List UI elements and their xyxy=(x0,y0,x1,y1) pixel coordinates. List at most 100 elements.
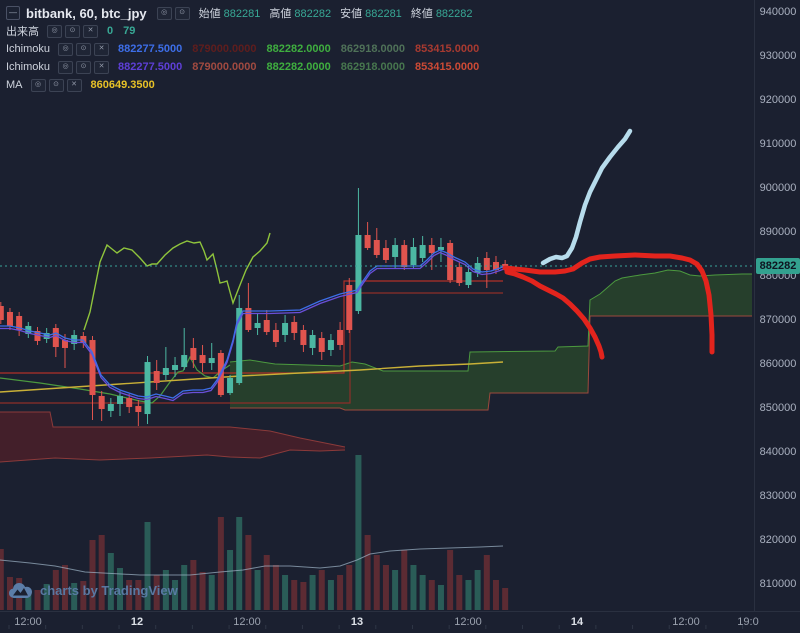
candle-body xyxy=(465,271,472,286)
time-axis[interactable]: 12:00 12 12:00 13 12:00 14 12:00 19:0 xyxy=(0,611,800,633)
indicator-name[interactable]: MA xyxy=(6,79,23,91)
candle-body xyxy=(144,362,151,415)
volume-bar xyxy=(410,565,417,610)
candle-body xyxy=(0,306,4,320)
price-tick-label: 830000 xyxy=(759,490,797,503)
indicator-value: 853415.0000 xyxy=(414,43,480,55)
volume-bar xyxy=(346,565,353,610)
volume-bar xyxy=(25,593,32,610)
volume-bar xyxy=(34,590,41,610)
candle-body xyxy=(392,245,399,257)
ichimoku-kijun-line xyxy=(0,280,503,374)
volume-bar xyxy=(172,580,179,610)
volume-bar xyxy=(43,584,50,610)
settings-icon[interactable]: ⊙ xyxy=(76,60,92,74)
legend-symbol-row: — bitbank, 60, btc_jpy ◎ ⊙ 始値 882281 高値 8822… xyxy=(6,4,489,22)
time-tick-label: 12:00 xyxy=(233,616,261,628)
volume-bar xyxy=(227,550,234,610)
candle-body xyxy=(52,328,59,348)
time-tick-label: 12 xyxy=(130,616,144,628)
volume-bar xyxy=(392,570,399,610)
candle-body xyxy=(162,368,169,375)
volume-bar xyxy=(291,580,298,610)
indicator-row-MA: MA ◎ ⊙ ✕ 860649.3500 xyxy=(6,76,489,94)
settings-icon[interactable]: ⊙ xyxy=(48,78,64,92)
volume-bar xyxy=(208,575,215,610)
candle-body xyxy=(236,307,243,384)
price-axis[interactable]: 940000 930000 920000 910000 900000 890000 8800… xyxy=(754,0,800,611)
close-icon[interactable]: ✕ xyxy=(94,60,110,74)
volume-bar xyxy=(465,580,472,610)
candle-body xyxy=(208,358,215,364)
volume-bar xyxy=(181,565,188,610)
close-icon[interactable]: ✕ xyxy=(94,42,110,56)
legend-collapse-icon[interactable]: — xyxy=(6,6,20,20)
price-tick-label: 940000 xyxy=(759,6,797,19)
close-icon[interactable]: ✕ xyxy=(66,78,82,92)
indicator-value: 853415.0000 xyxy=(414,61,480,73)
volume-bar xyxy=(300,582,307,610)
candle-body xyxy=(364,234,371,249)
volume-bar xyxy=(437,585,444,610)
candle-body xyxy=(227,377,234,394)
current-price-label: 882282 xyxy=(756,258,800,274)
candle-body xyxy=(410,247,417,265)
watermark-text: charts by TradingView xyxy=(40,583,178,598)
settings-icon[interactable]: ⊙ xyxy=(76,42,92,56)
price-tick-label: 810000 xyxy=(759,578,797,591)
price-tick-label: 840000 xyxy=(759,446,797,459)
volume-bar xyxy=(428,580,435,610)
indicator-name[interactable]: Ichimoku xyxy=(6,61,51,73)
drawing-red-flat-drop xyxy=(502,252,715,355)
eye-icon[interactable]: ◎ xyxy=(47,24,62,38)
candle-body xyxy=(107,403,114,411)
volume-bar xyxy=(419,575,426,610)
settings-icon[interactable]: ⊙ xyxy=(174,6,190,20)
price-tick-label: 900000 xyxy=(759,182,797,195)
eye-icon[interactable]: ◎ xyxy=(58,60,74,74)
volume-bar xyxy=(117,568,124,610)
indicator-row-Ichimoku: Ichimoku ◎ ⊙ ✕ 882277.5000 879000.0000 882282.… xyxy=(6,58,489,76)
candle-body xyxy=(309,335,316,348)
settings-icon[interactable]: ⊙ xyxy=(65,24,80,38)
volume-bar xyxy=(217,517,224,610)
indicator-name[interactable]: 出来高 xyxy=(6,26,39,38)
eye-icon[interactable]: ◎ xyxy=(58,42,74,56)
indicator-actions: ◎ ⊙ ✕ xyxy=(30,78,85,92)
ichimoku-cloud-bearish-top-edge xyxy=(0,411,346,448)
candle-body xyxy=(474,263,481,274)
indicator-value: 862918.0000 xyxy=(340,43,405,55)
volume-bar xyxy=(61,565,68,610)
time-tick-label: 12:00 xyxy=(672,616,700,628)
volume-bar xyxy=(447,550,454,610)
ohlc-安値: 安値 882281 xyxy=(340,8,402,20)
indicator-row-Ichimoku: Ichimoku ◎ ⊙ ✕ 882277.5000 879000.0000 882282.… xyxy=(6,40,489,58)
eye-icon[interactable]: ◎ xyxy=(156,6,172,20)
price-tick-label: 930000 xyxy=(759,50,797,63)
tradingview-watermark[interactable]: charts by TradingView xyxy=(8,582,178,599)
candle-body xyxy=(263,319,270,333)
volume-bar xyxy=(382,565,389,610)
indicator-actions: ◎ ⊙ ✕ xyxy=(58,60,112,74)
volume-bar xyxy=(401,550,408,610)
candle-body xyxy=(89,340,96,396)
close-icon[interactable]: ✕ xyxy=(83,24,98,38)
eye-icon[interactable]: ◎ xyxy=(30,78,46,92)
volume-bar xyxy=(492,580,499,610)
indicator-name[interactable]: Ichimoku xyxy=(6,43,51,55)
symbol-title[interactable]: bitbank, 60, btc_jpy xyxy=(26,5,147,21)
ichimoku-tenkan-line xyxy=(0,249,506,399)
candle-body xyxy=(153,370,160,384)
price-tick-label: 920000 xyxy=(759,94,797,107)
candle-body xyxy=(6,311,13,326)
indicator-value: 879000.0000 xyxy=(192,43,257,55)
volume-bar xyxy=(318,570,325,610)
price-tick-label: 820000 xyxy=(759,534,797,547)
volume-bar xyxy=(272,565,279,610)
volume-bar xyxy=(126,580,133,610)
volume-bar xyxy=(80,581,87,610)
candle-body xyxy=(199,355,206,364)
candle-body xyxy=(190,347,197,360)
